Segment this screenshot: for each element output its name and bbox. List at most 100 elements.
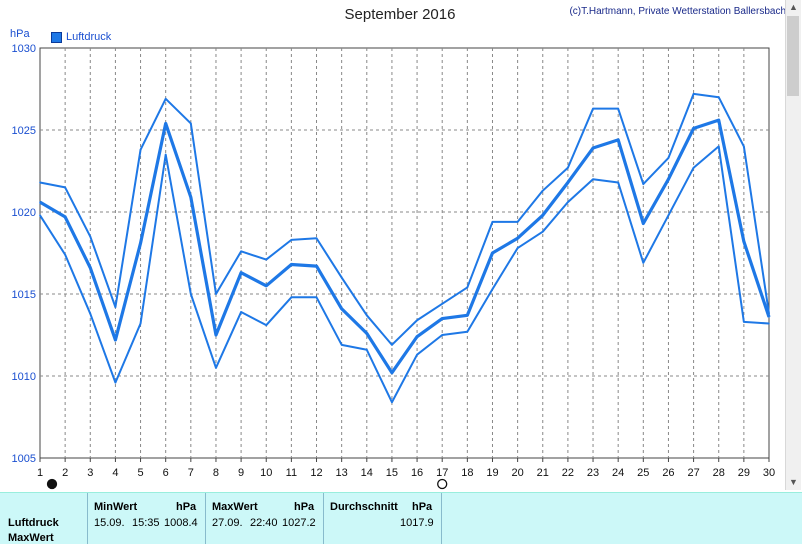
y-axis-unit: hPa bbox=[10, 28, 30, 40]
data-point-min bbox=[114, 381, 117, 384]
y-tick-label: 1025 bbox=[12, 125, 36, 137]
x-tick-label: 6 bbox=[163, 467, 169, 479]
data-point-min bbox=[743, 321, 745, 323]
data-point-mean bbox=[642, 222, 645, 225]
scroll-thumb[interactable] bbox=[787, 16, 799, 96]
data-point-max bbox=[743, 145, 745, 148]
data-point-max bbox=[64, 186, 66, 189]
data-point-min bbox=[567, 201, 569, 203]
x-tick-label: 15 bbox=[386, 467, 398, 479]
legend-swatch bbox=[51, 31, 62, 43]
x-tick-label: 12 bbox=[310, 467, 322, 479]
vertical-scrollbar[interactable]: ▲ ▼ bbox=[785, 0, 801, 490]
average-column: Durchschnitt hPa 1017.9 bbox=[324, 493, 442, 544]
average-unit: hPa bbox=[412, 501, 433, 513]
max-column: MaxWert hPa 27.09. 22:40 1027.2 bbox=[206, 493, 324, 544]
max-unit: hPa bbox=[294, 501, 315, 513]
x-tick-label: 18 bbox=[461, 467, 473, 479]
data-point-mean bbox=[541, 214, 544, 217]
data-point-mean bbox=[89, 266, 92, 269]
data-point-mean bbox=[592, 147, 594, 149]
data-point-max bbox=[290, 239, 293, 241]
data-point-min bbox=[89, 312, 92, 315]
data-point-mean bbox=[491, 252, 494, 254]
series-line-max bbox=[39, 92, 770, 346]
data-point-max bbox=[491, 221, 494, 223]
data-point-mean bbox=[114, 339, 117, 341]
data-point-max bbox=[692, 93, 695, 95]
min-date: 15.09. bbox=[94, 517, 125, 529]
x-tick-label: 25 bbox=[637, 467, 649, 479]
y-tick-label: 1005 bbox=[12, 453, 36, 465]
data-point-max bbox=[240, 250, 242, 253]
max-value: 1027.2 bbox=[282, 517, 316, 529]
x-tick-label: 20 bbox=[511, 467, 523, 479]
data-point-max bbox=[164, 98, 167, 100]
min-value: 1008.4 bbox=[164, 517, 198, 529]
legend-label: Luftdruck bbox=[66, 31, 112, 43]
data-point-mean bbox=[39, 201, 41, 203]
data-point-max bbox=[541, 189, 544, 192]
data-point-max bbox=[441, 303, 444, 305]
y-tick-label: 1030 bbox=[12, 43, 36, 55]
data-point-min bbox=[164, 153, 167, 156]
data-point-mean bbox=[391, 371, 393, 374]
data-point-mean bbox=[290, 263, 293, 266]
data-point-min bbox=[466, 330, 469, 333]
x-tick-label: 14 bbox=[361, 467, 373, 479]
data-point-max bbox=[667, 157, 670, 159]
x-tick-label: 9 bbox=[238, 467, 244, 479]
data-point-min bbox=[642, 262, 645, 264]
plot-frame bbox=[39, 47, 770, 459]
data-point-mean bbox=[64, 216, 66, 218]
data-point-mean bbox=[365, 332, 368, 335]
data-point-max bbox=[89, 235, 92, 238]
data-point-min bbox=[441, 334, 444, 336]
max-date: 27.09. bbox=[212, 517, 243, 529]
data-point-max bbox=[642, 183, 645, 185]
data-point-min bbox=[139, 322, 142, 325]
data-point-mean bbox=[567, 181, 569, 184]
x-tick-label: 5 bbox=[137, 467, 143, 479]
x-tick-label: 24 bbox=[612, 467, 624, 479]
data-point-mean bbox=[240, 271, 242, 274]
x-tick-label: 10 bbox=[260, 467, 272, 479]
data-point-mean bbox=[516, 237, 519, 240]
max-header: MaxWert bbox=[212, 501, 258, 513]
data-point-max bbox=[215, 293, 217, 295]
row-label-maxwert: MaxWert bbox=[8, 532, 54, 544]
data-point-min bbox=[391, 401, 393, 404]
data-point-min bbox=[340, 344, 343, 346]
data-point-mean bbox=[667, 178, 670, 180]
data-point-min bbox=[64, 253, 66, 256]
data-point-mean bbox=[139, 242, 142, 244]
data-point-max bbox=[39, 181, 41, 184]
y-tick-label: 1015 bbox=[12, 289, 36, 301]
row-label-column: Luftdruck MaxWert bbox=[0, 493, 88, 544]
min-header: MinWert bbox=[94, 501, 138, 513]
x-tick-label: 8 bbox=[213, 467, 219, 479]
scroll-down-arrow-icon[interactable]: ▼ bbox=[789, 477, 798, 487]
data-point-max bbox=[315, 237, 318, 240]
data-point-mean bbox=[743, 240, 745, 243]
scroll-up-arrow-icon[interactable]: ▲ bbox=[789, 2, 798, 12]
data-point-min bbox=[240, 311, 242, 313]
row-label-luftdruck: Luftdruck bbox=[8, 517, 59, 529]
data-point-min bbox=[692, 166, 695, 169]
data-point-min bbox=[365, 348, 368, 351]
series-line-min bbox=[39, 145, 770, 404]
legend: Luftdruck bbox=[51, 31, 111, 43]
data-point-mean bbox=[340, 307, 343, 310]
data-point-mean bbox=[466, 314, 469, 317]
x-tick-label: 19 bbox=[486, 467, 498, 479]
data-point-max bbox=[365, 314, 368, 317]
x-tick-label: 27 bbox=[687, 467, 699, 479]
data-point-mean bbox=[768, 316, 770, 318]
chart-area: 1005 1010 1015 1020 1025 1030 1 2 3 4 5 6 7 8 9 10 11 12 1… bbox=[10, 6, 786, 490]
average-header: Durchschnitt bbox=[330, 501, 398, 513]
data-point-min bbox=[667, 214, 670, 217]
full-moon-icon bbox=[437, 478, 448, 490]
data-point-max bbox=[190, 122, 192, 125]
data-point-min bbox=[541, 230, 544, 233]
